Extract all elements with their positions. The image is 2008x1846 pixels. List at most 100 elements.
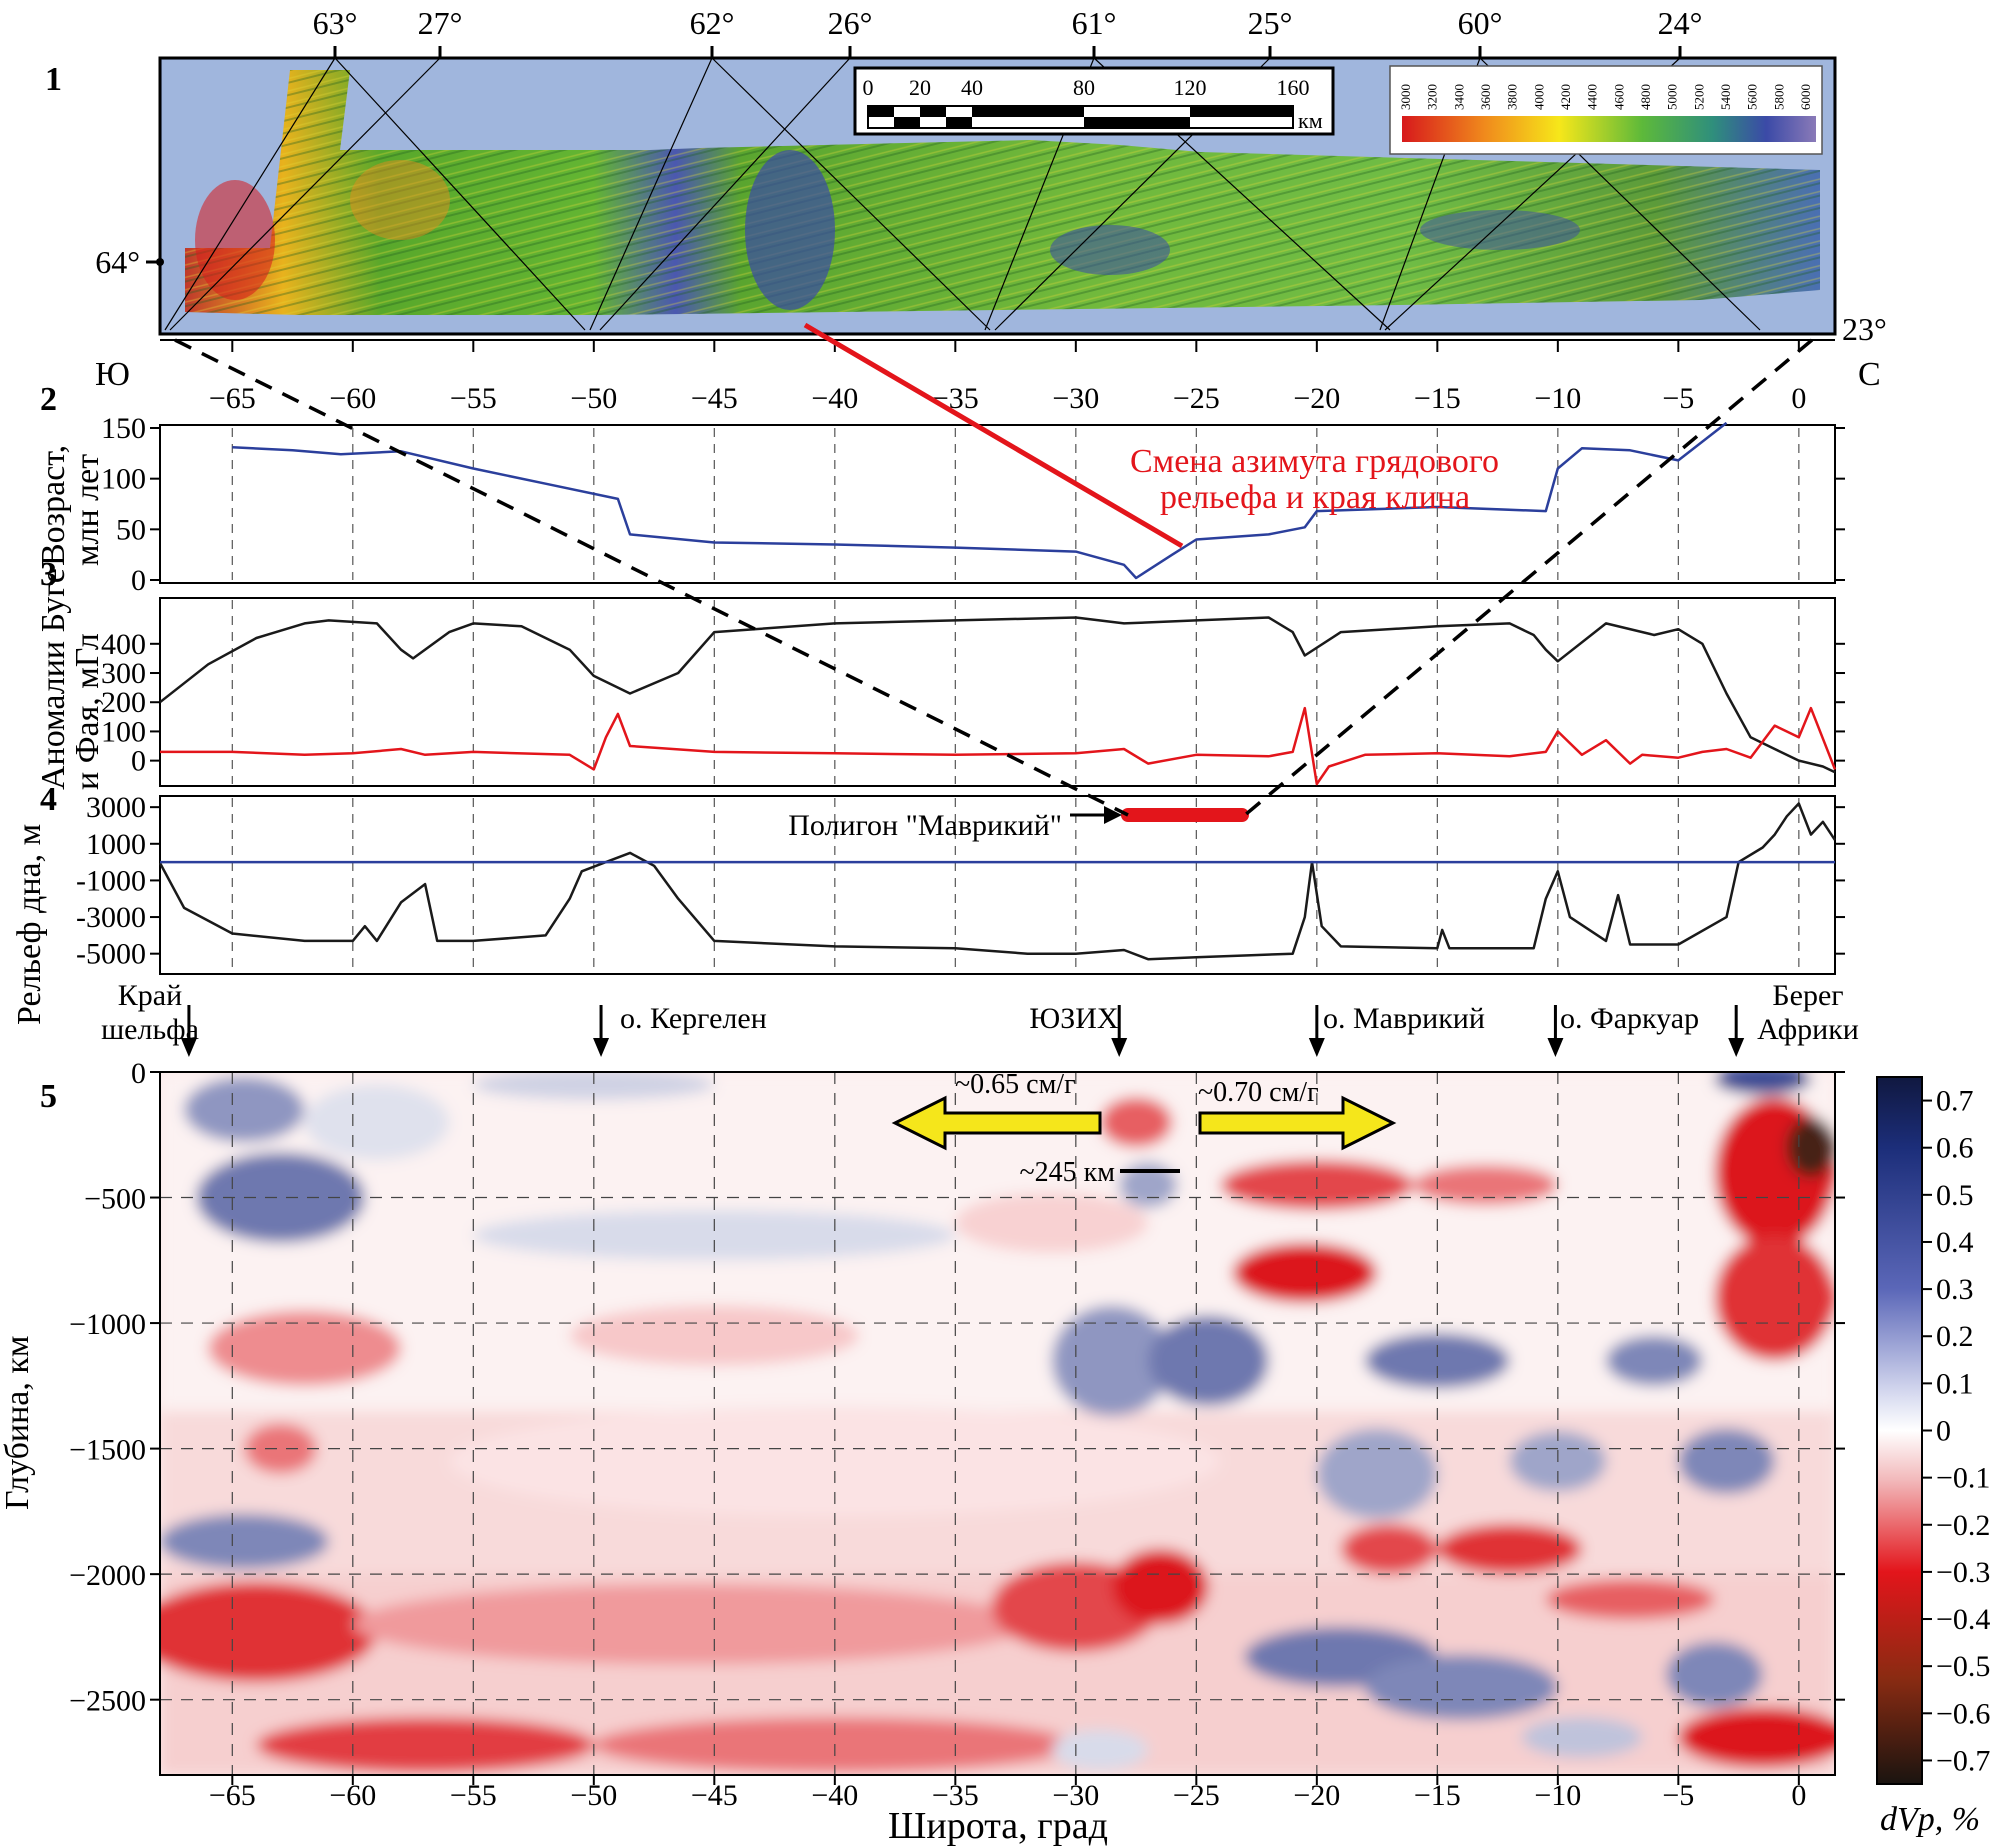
map-colorbar-label: 4800 bbox=[1638, 84, 1653, 110]
tomography-ylabel: Глубина, км bbox=[0, 1336, 36, 1510]
top-lat-tick-label: −20 bbox=[1293, 382, 1340, 415]
depth-mark-label: ~245 км bbox=[1020, 1157, 1116, 1188]
marker-label: Берег bbox=[1772, 979, 1843, 1012]
marker-label: Африки bbox=[1757, 1013, 1859, 1046]
marker-label: о. Фаркуар bbox=[1560, 1002, 1699, 1035]
map-deep-zone bbox=[1050, 225, 1170, 275]
y-tick-label: -1000 bbox=[76, 864, 146, 897]
heatmap-cell bbox=[1099, 1097, 1173, 1148]
marker-label: ЮЗИХ bbox=[1029, 1002, 1119, 1035]
heatmap-cell bbox=[1051, 1729, 1149, 1770]
y-tick-label: 100 bbox=[101, 715, 146, 748]
map-deep-zone bbox=[1420, 210, 1580, 250]
map-top-tick-label: 25° bbox=[1248, 5, 1293, 41]
map-left-tick: 64° bbox=[95, 244, 164, 280]
heatmap-cell bbox=[160, 1581, 377, 1683]
map-deep-zone bbox=[745, 150, 835, 310]
x-tick-label: −65 bbox=[209, 1779, 256, 1812]
colorbar-tick-label: −0.6 bbox=[1936, 1697, 1990, 1730]
dvp-colorbar: 0.7 0.6 0.5 0.4 0.3 0.2 0.1 0 −0.1 −0.2 −0.3 −0.4 −0… bbox=[1876, 1076, 1990, 1838]
map-left-tick-label: 64° bbox=[95, 244, 140, 280]
heatmap-cell bbox=[473, 1210, 956, 1261]
heatmap-cell bbox=[1148, 1315, 1269, 1406]
map-shallow-zone bbox=[350, 160, 450, 240]
series-line-0 bbox=[159, 616, 1836, 774]
top-lat-tick-label: −50 bbox=[570, 382, 617, 415]
azimuth-change-line1: Смена азимута грядового bbox=[1130, 443, 1499, 480]
marker-arrowhead bbox=[1728, 1038, 1745, 1057]
heatmap-cell bbox=[473, 1072, 715, 1100]
map-top-tick-label: 27° bbox=[418, 5, 463, 41]
x-tick-label: −40 bbox=[811, 1779, 858, 1812]
age-panel: 0 50 100 150 Возраст, млн лет bbox=[35, 412, 1845, 597]
top-lat-tick-label: −30 bbox=[1052, 382, 1099, 415]
marker-arrowhead bbox=[1111, 1038, 1128, 1057]
series-line-1 bbox=[160, 706, 1837, 786]
map-colorbar: 3000 3200 3400 3600 3800 4000 4200 4400 4600 4800… bbox=[1389, 65, 1823, 155]
heatmap-cell bbox=[160, 1513, 329, 1570]
colorbar-title: dVp, % bbox=[1880, 1801, 1980, 1838]
top-lat-tick-label: −15 bbox=[1414, 382, 1461, 415]
top-lat-tick-label: −60 bbox=[329, 382, 376, 415]
x-tick-label: −60 bbox=[329, 1779, 376, 1812]
heatmap-cell bbox=[1714, 1072, 1811, 1095]
heatmap-cell bbox=[1365, 1333, 1510, 1389]
y-tick-label: 3000 bbox=[86, 791, 146, 824]
map-colorbar-label: 3400 bbox=[1451, 84, 1466, 110]
marker-label: о. Кергелен bbox=[620, 1002, 767, 1035]
top-lat-tick-label: −25 bbox=[1173, 382, 1220, 415]
heatmap-cell bbox=[208, 1310, 402, 1386]
heatmap-cell bbox=[1051, 1305, 1173, 1416]
x-tick-label: −10 bbox=[1534, 1779, 1581, 1812]
heatmap-cell bbox=[1606, 1335, 1703, 1386]
age-ylabel-line1: Возраст, bbox=[35, 445, 72, 566]
heatmap-cell bbox=[1545, 1579, 1715, 1620]
map-colorbar-label: 4000 bbox=[1531, 84, 1546, 110]
heatmap-cell bbox=[1340, 1523, 1438, 1575]
heatmap-cell bbox=[1666, 1641, 1763, 1708]
age-ylabel-line2: млн лет bbox=[69, 454, 106, 566]
map-top-tick-label: 26° bbox=[828, 5, 873, 41]
top-lat-tick-label: −35 bbox=[932, 382, 979, 415]
gravity-ylabel-line1: Аномалии Буге bbox=[35, 568, 72, 790]
panel-number-5: 5 bbox=[40, 1078, 57, 1115]
colorbar-tick-label: 0.7 bbox=[1936, 1085, 1974, 1118]
y-tick-label: 150 bbox=[101, 412, 146, 445]
y-tick-label: 0 bbox=[131, 1057, 146, 1090]
scale-label-0: 0 bbox=[863, 75, 874, 100]
polygon-mauritius-label: Полигон "Маврикий" bbox=[788, 809, 1062, 842]
scale-label-120: 120 bbox=[1174, 75, 1207, 100]
map-top-tick-label: 62° bbox=[690, 5, 735, 41]
map-panel: 0 20 40 80 120 160 км 3000 3200 3400 3600 38… bbox=[95, 5, 1887, 347]
scale-unit: км bbox=[1298, 108, 1323, 133]
map-colorbar-label: 5200 bbox=[1691, 84, 1706, 110]
top-lat-tick-label: −45 bbox=[691, 382, 738, 415]
heatmap-cell bbox=[1365, 1654, 1558, 1720]
x-tick-label: −45 bbox=[691, 1779, 738, 1812]
heatmap-cell bbox=[1232, 1242, 1378, 1303]
projection-lines bbox=[174, 338, 1814, 817]
top-lat-tick-label: −55 bbox=[450, 382, 497, 415]
heatmap-cell bbox=[1316, 1428, 1438, 1519]
spreading-arrow-right bbox=[1198, 1095, 1397, 1151]
map-colorbar-label: 5000 bbox=[1665, 84, 1680, 110]
map-colorbar-label: 5800 bbox=[1771, 84, 1786, 110]
colorbar-tick-label: −0.4 bbox=[1936, 1603, 1990, 1636]
scale-label-20: 20 bbox=[909, 75, 931, 100]
colorbar-tick-label: −0.5 bbox=[1936, 1650, 1990, 1683]
top-latitude-axis: −65 −60 −55 −50 −45 −40 −35 −30 −25 −20 −15 −10 −5 0 … bbox=[95, 339, 1881, 415]
map-top-tick-label: 24° bbox=[1658, 5, 1703, 41]
marker-label: о. Маврикий bbox=[1323, 1002, 1485, 1035]
heatmap-cell bbox=[352, 1584, 1028, 1665]
x-tick-label: −20 bbox=[1293, 1779, 1340, 1812]
top-lat-tick-label: −65 bbox=[209, 382, 256, 415]
y-tick-label: 400 bbox=[101, 628, 146, 661]
panel-number-4: 4 bbox=[40, 781, 57, 818]
y-tick-label: 50 bbox=[116, 513, 146, 546]
top-lat-tick-label: −40 bbox=[811, 382, 858, 415]
colorbar-tick-label: 0.4 bbox=[1936, 1226, 1974, 1259]
spreading-arrow-left bbox=[891, 1095, 1102, 1151]
colorbar-tick-label: −0.2 bbox=[1936, 1509, 1990, 1542]
colorbar-tick-label: 0.1 bbox=[1936, 1367, 1974, 1400]
